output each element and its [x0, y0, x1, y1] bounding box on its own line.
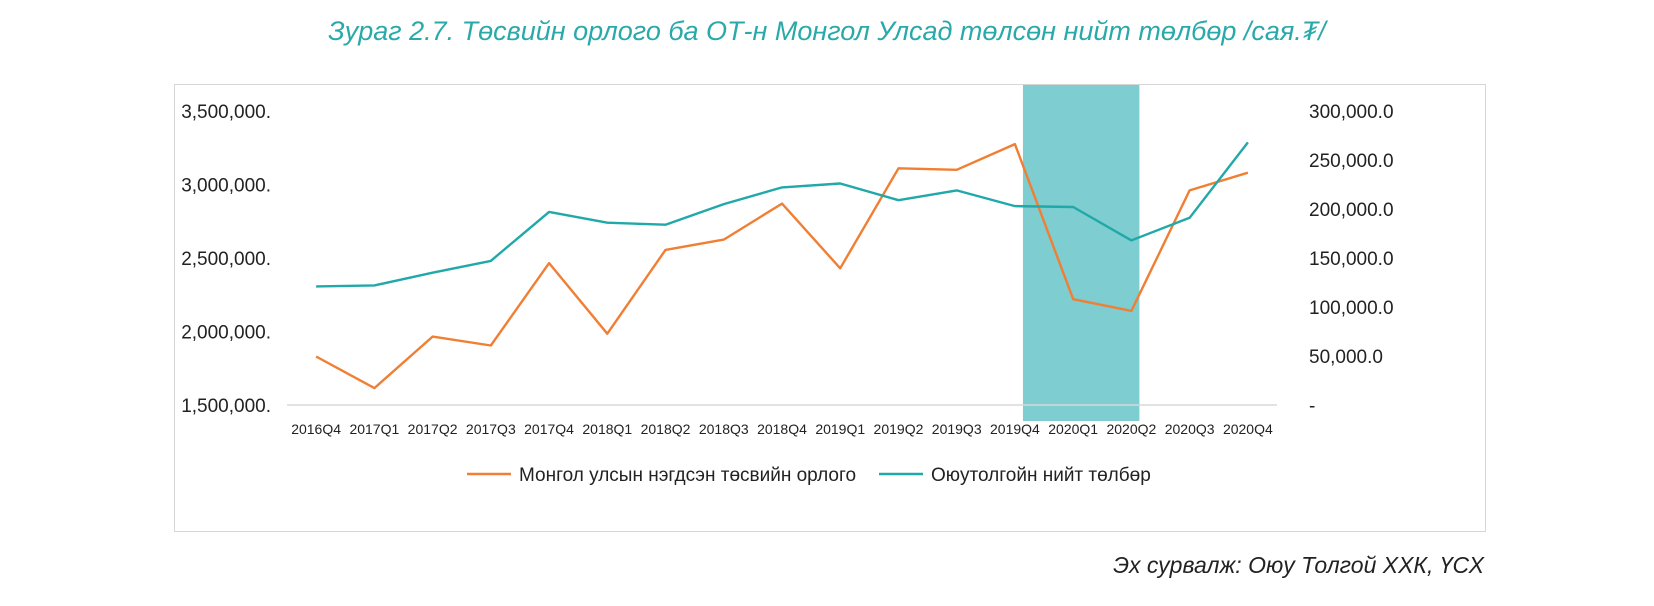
x-tick-label: 2018Q1 — [582, 421, 632, 437]
x-tick-label: 2017Q4 — [524, 421, 574, 437]
chart-frame: 1,500,000. 2,000,000. 2,500,000. 3,000,000.… — [174, 84, 1486, 532]
x-tick-label: 2020Q1 — [1048, 421, 1098, 437]
right-tick-label: 200,000.0 — [1309, 200, 1394, 221]
chart-svg: 1,500,000. 2,000,000. 2,500,000. 3,000,000.… — [181, 85, 1394, 486]
right-tick-label: 100,000.0 — [1309, 298, 1394, 319]
left-tick-label: 3,000,000. — [181, 176, 271, 197]
legend-label-1: Монгол улсын нэгдсэн төсвийн орлого — [519, 465, 856, 486]
left-tick-label: 1,500,000. — [181, 396, 271, 417]
source-note: Эх сурвалж: Оюу Толгой ХХК, ҮСХ — [1113, 552, 1484, 578]
x-tick-label: 2020Q3 — [1165, 421, 1215, 437]
right-tick-label: 300,000.0 — [1309, 102, 1394, 123]
x-tick-label: 2020Q4 — [1223, 421, 1273, 437]
series-line-2 — [316, 141, 1249, 288]
right-tick-label: 150,000.0 — [1309, 249, 1394, 270]
left-tick-label: 2,500,000. — [181, 249, 271, 270]
x-tick-label: 2019Q3 — [932, 421, 982, 437]
x-tick-label: 2019Q1 — [815, 421, 865, 437]
left-tick-label: 3,500,000. — [181, 102, 271, 123]
left-tick-label: 2,000,000. — [181, 323, 271, 344]
chart-title: Зураг 2.7. Төсвийн орлого ба ОТ-н Монгол… — [328, 16, 1326, 46]
x-tick-label: 2018Q4 — [757, 421, 807, 437]
x-tick-label: 2017Q1 — [349, 421, 399, 437]
series-line-1 — [315, 142, 1249, 390]
highlight-band — [1022, 85, 1140, 421]
x-tick-label: 2018Q3 — [699, 421, 749, 437]
right-tick-label: 50,000.0 — [1309, 347, 1383, 368]
right-tick-label: - — [1309, 396, 1315, 417]
right-tick-label: 250,000.0 — [1309, 151, 1394, 172]
x-tick-label: 2019Q2 — [874, 421, 924, 437]
x-tick-label: 2020Q2 — [1106, 421, 1156, 437]
x-tick-label: 2016Q4 — [291, 421, 341, 437]
x-tick-label: 2018Q2 — [641, 421, 691, 437]
x-tick-label: 2017Q3 — [466, 421, 516, 437]
legend-label-2: Оюутолгойн нийт төлбөр — [931, 465, 1151, 486]
x-tick-label: 2019Q4 — [990, 421, 1040, 437]
x-tick-label: 2017Q2 — [408, 421, 458, 437]
